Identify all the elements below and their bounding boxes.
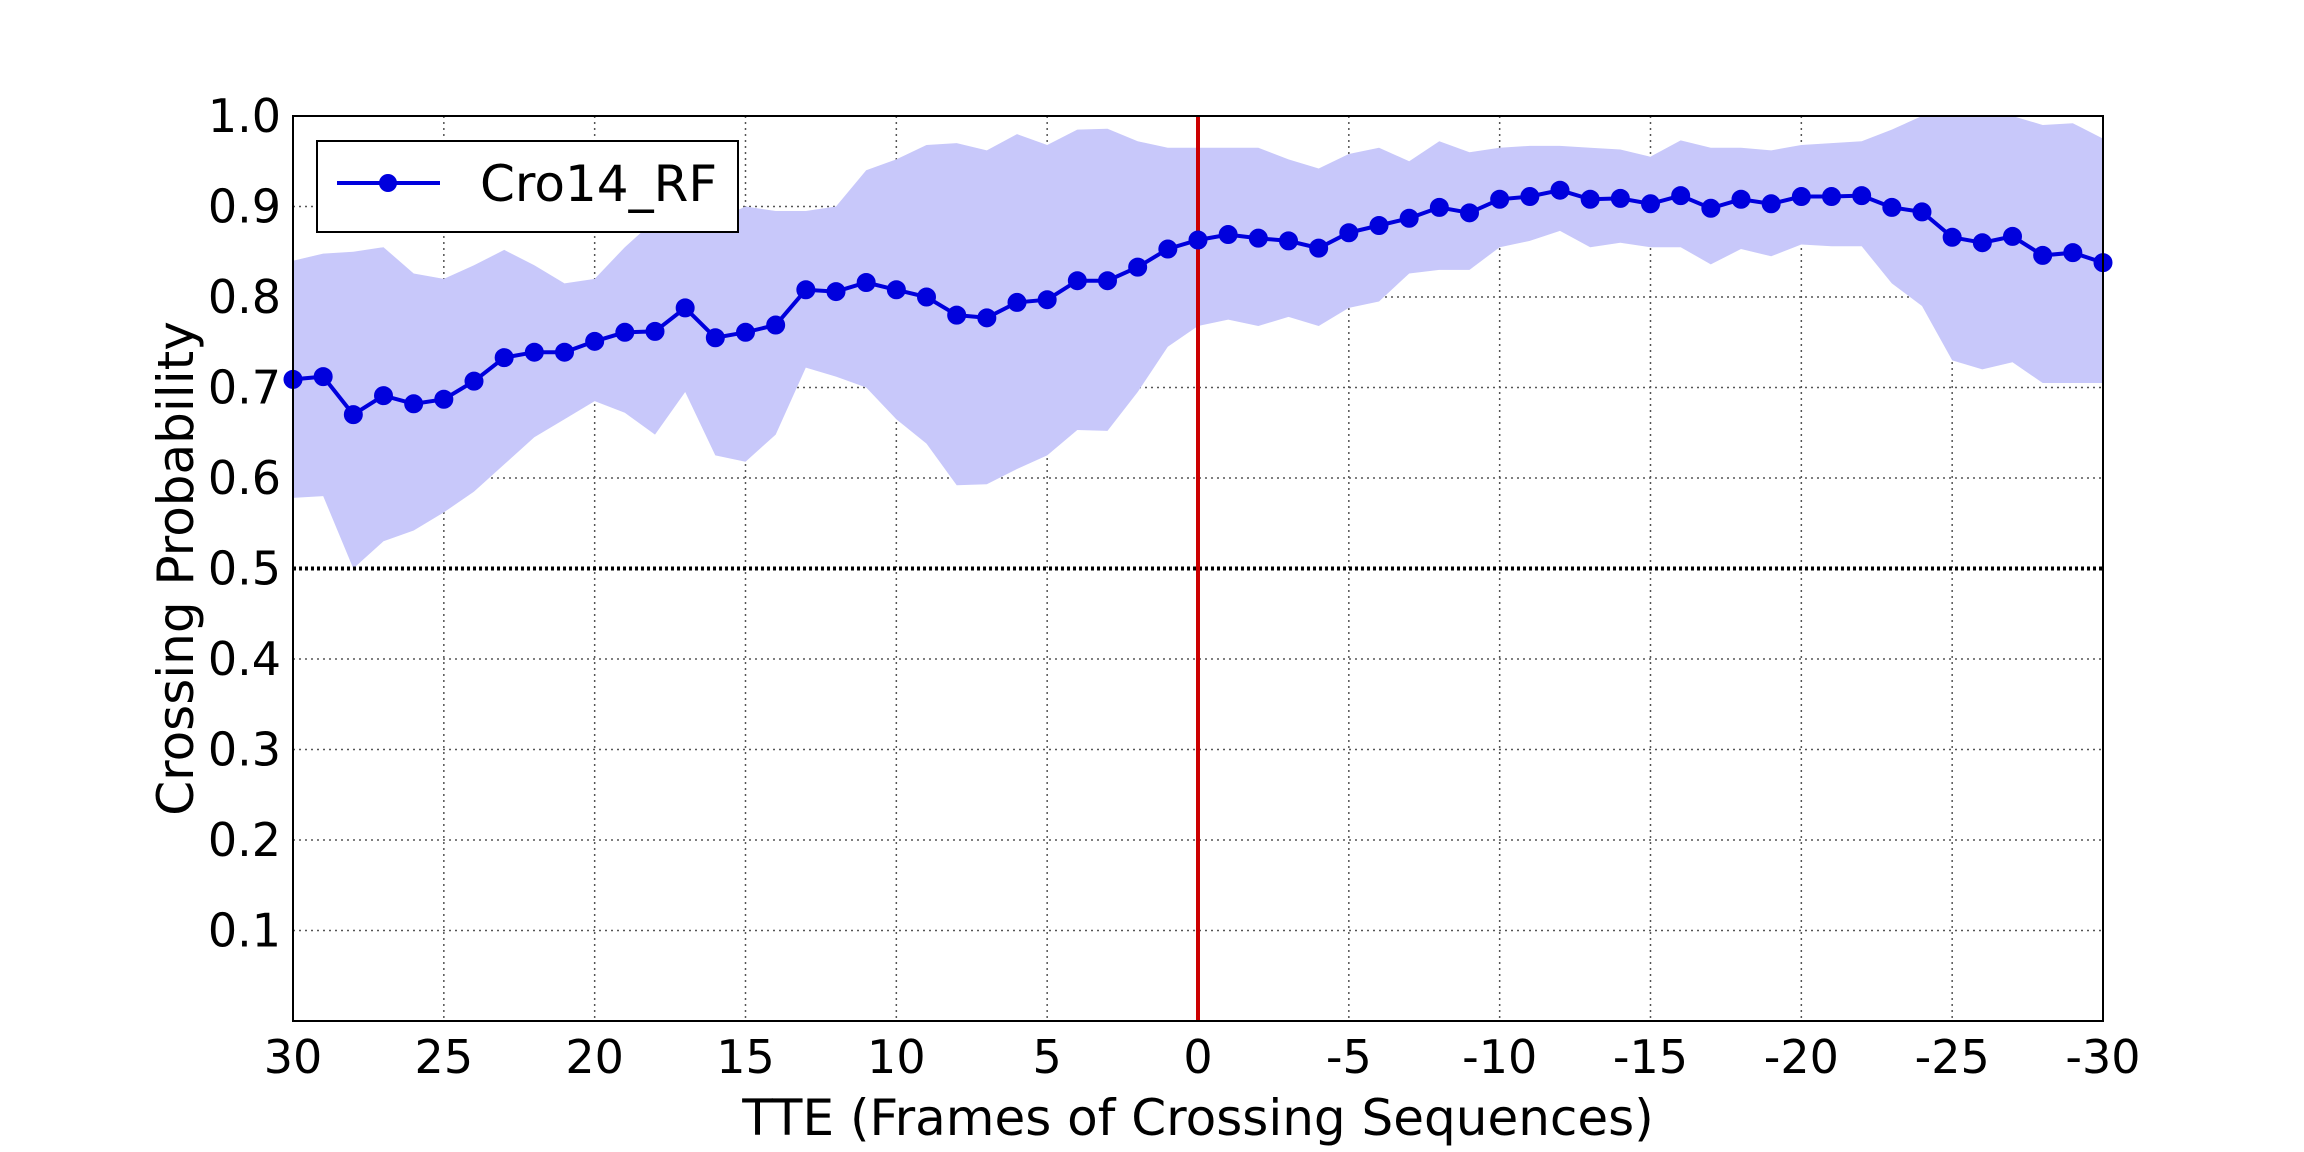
data-point	[1218, 225, 1238, 245]
data-point	[886, 280, 906, 300]
data-point	[1580, 189, 1600, 209]
x-tick-label: 30	[264, 1030, 323, 1084]
data-point	[2003, 226, 2022, 246]
x-tick-label: 20	[565, 1030, 624, 1084]
data-point	[705, 328, 725, 348]
y-tick-label: 0.9	[208, 180, 281, 234]
x-axis-label: TTE (Frames of Crossing Sequences)	[741, 1089, 1653, 1147]
data-point	[826, 282, 846, 302]
y-tick-label: 0.6	[208, 451, 281, 505]
series	[283, 180, 2113, 425]
data-point	[1279, 231, 1298, 251]
data-point	[1128, 257, 1148, 277]
data-point	[585, 331, 605, 351]
data-point	[1791, 187, 1811, 207]
data-point	[1641, 194, 1660, 214]
y-axis-label: Crossing Probability	[147, 321, 205, 816]
x-tick-label: 15	[716, 1030, 775, 1084]
data-point	[1731, 189, 1751, 209]
data-point	[645, 321, 665, 341]
data-point	[947, 305, 967, 325]
x-tick-label: -20	[1764, 1030, 1839, 1084]
data-point	[1490, 189, 1510, 209]
y-tick-label: 0.8	[208, 270, 281, 324]
data-point	[1429, 197, 1449, 217]
data-point	[1671, 186, 1691, 206]
data-point	[796, 280, 816, 300]
data-point	[1610, 188, 1630, 208]
data-point	[313, 367, 333, 387]
data-point	[1520, 187, 1540, 207]
y-tick-label: 0.3	[208, 723, 281, 777]
data-point	[1007, 292, 1027, 312]
data-point	[1761, 194, 1781, 214]
reference-lines	[293, 116, 2103, 1021]
data-point	[434, 389, 454, 409]
y-tick-label: 0.2	[208, 813, 281, 867]
data-point	[977, 308, 997, 328]
data-point	[1460, 203, 1479, 223]
confidence-band	[293, 116, 2103, 569]
data-point	[404, 394, 424, 414]
data-point	[2063, 243, 2083, 263]
data-point	[464, 371, 484, 391]
data-point	[675, 298, 695, 318]
data-point	[524, 342, 544, 362]
data-point	[1369, 216, 1389, 236]
x-tick-label: 0	[1183, 1030, 1212, 1084]
x-tick-label: -30	[2065, 1030, 2140, 1084]
data-point	[1701, 198, 1721, 218]
data-point	[1942, 227, 1962, 247]
data-point	[1098, 271, 1117, 291]
data-point	[374, 386, 393, 406]
data-point	[917, 287, 936, 307]
data-point	[1188, 230, 1208, 250]
data-point	[1972, 233, 1992, 253]
y-tick-label: 0.7	[208, 361, 281, 415]
data-point	[856, 273, 876, 293]
data-point	[1158, 239, 1178, 259]
data-point	[1067, 271, 1087, 291]
data-point	[1822, 187, 1841, 207]
series-band-area	[293, 116, 2103, 569]
data-point	[555, 342, 574, 362]
legend-label: Cro14_RF	[480, 155, 717, 213]
data-point	[766, 315, 786, 335]
data-point	[1037, 290, 1057, 310]
data-point	[1309, 238, 1329, 258]
tick-labels: 30 25 20 15 10 5 0 -5 -10 -15 -20 -25 -30 0.1 0.2 0.3 0.…	[208, 89, 2141, 1084]
x-tick-label: 25	[415, 1030, 474, 1084]
plot-frame	[292, 115, 2104, 1022]
x-tick-label: 5	[1033, 1030, 1062, 1084]
data-point	[343, 405, 363, 425]
data-point	[1912, 202, 1932, 222]
data-point	[1399, 208, 1419, 228]
data-point	[1248, 228, 1268, 248]
y-tick-label: 0.5	[208, 542, 281, 596]
data-point	[1339, 223, 1359, 243]
data-point	[494, 348, 514, 368]
y-tick-label: 0.4	[208, 632, 281, 686]
x-tick-label: -25	[1915, 1030, 1990, 1084]
y-tick-label: 1.0	[208, 89, 281, 143]
data-point	[2033, 245, 2053, 265]
x-tick-label: -15	[1613, 1030, 1688, 1084]
x-tick-label: -10	[1462, 1030, 1537, 1084]
data-point	[1550, 180, 1570, 200]
legend-marker-icon	[379, 174, 397, 192]
x-tick-label: -5	[1326, 1030, 1372, 1084]
x-tick-label: 10	[867, 1030, 926, 1084]
data-point	[615, 322, 635, 342]
data-point	[1882, 197, 1902, 217]
data-point	[736, 322, 755, 342]
data-point	[1852, 186, 1872, 206]
y-tick-label: 0.1	[208, 904, 281, 958]
legend: Cro14_RF	[316, 140, 739, 233]
